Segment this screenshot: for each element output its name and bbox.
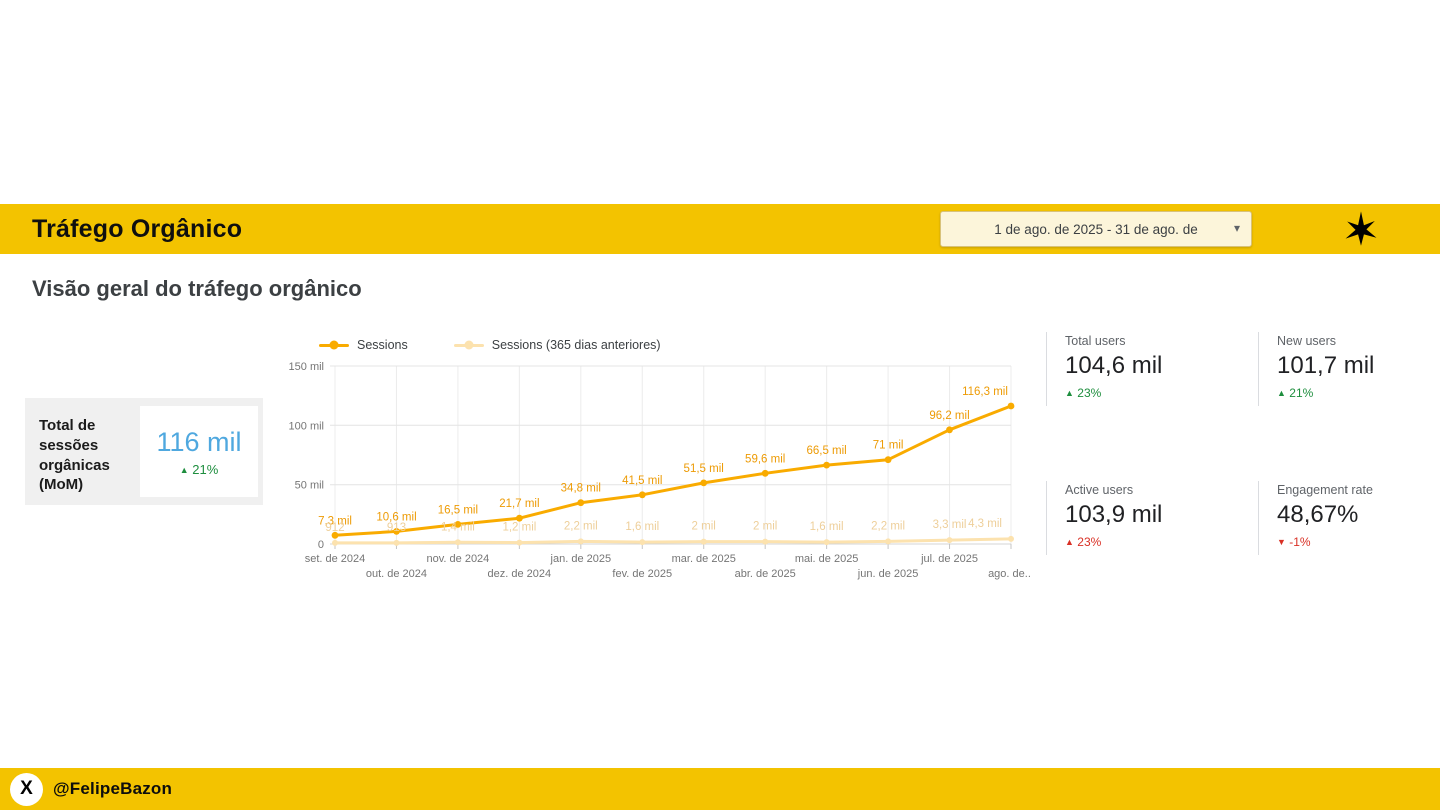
svg-text:21,7 mil: 21,7 mil [499, 498, 539, 510]
summary-card-value-box: 116 mil ▲ 21% [140, 406, 258, 497]
scorecard-delta: ▲ 21% [1277, 386, 1440, 400]
scorecard-delta: ▲ 23% [1065, 535, 1250, 549]
page-title: Visão geral do tráfego orgânico [32, 276, 362, 301]
scorecard-value: 48,67% [1277, 501, 1359, 528]
svg-text:66,5 mil: 66,5 mil [806, 445, 846, 457]
up-arrow-icon: ▲ [1277, 388, 1286, 398]
scorecard-delta-value: 21% [1289, 386, 1314, 400]
svg-text:100 mil: 100 mil [289, 420, 324, 432]
scorecard-delta-value: 23% [1077, 386, 1102, 400]
svg-text:150 mil: 150 mil [289, 361, 324, 373]
svg-text:set. de 2024: set. de 2024 [305, 553, 366, 565]
svg-text:96,2 mil: 96,2 mil [929, 410, 969, 422]
up-arrow-icon: ▲ [1065, 537, 1074, 547]
svg-text:912: 912 [325, 522, 344, 534]
svg-text:4,3 mil: 4,3 mil [968, 518, 1002, 530]
date-range-selector[interactable]: 1 de ago. de 2025 - 31 de ago. de ▾ [940, 211, 1252, 247]
svg-text:116,3 mil: 116,3 mil [962, 386, 1008, 398]
svg-text:0: 0 [318, 539, 324, 551]
footer-bar: X @FelipeBazon [0, 768, 1440, 810]
scorecard-delta-value: 23% [1077, 535, 1102, 549]
chart-legend: Sessions Sessions (365 dias anteriores) [319, 334, 1030, 356]
svg-text:jul. de 2025: jul. de 2025 [920, 553, 978, 565]
svg-text:16,5 mil: 16,5 mil [438, 504, 478, 516]
svg-text:59,6 mil: 59,6 mil [745, 453, 785, 465]
summary-card-delta-value: 21% [192, 461, 219, 477]
chevron-down-icon: ▾ [1233, 221, 1240, 235]
scorecard-delta: ▲ 23% [1065, 386, 1250, 400]
legend-item-sessions: Sessions [319, 338, 408, 352]
svg-text:10,6 mil: 10,6 mil [376, 511, 416, 523]
svg-text:3,3 mil: 3,3 mil [933, 519, 967, 531]
scorecard-label: Active users [1065, 483, 1134, 497]
svg-text:nov. de 2024: nov. de 2024 [427, 553, 490, 565]
scorecard-delta-value: -1% [1289, 535, 1311, 549]
svg-text:34,8 mil: 34,8 mil [561, 483, 601, 495]
scorecard-label: Total users [1065, 334, 1126, 348]
report-header-bar: Tráfego Orgânico 1 de ago. de 2025 - 31 … [0, 204, 1440, 254]
svg-text:41,5 mil: 41,5 mil [622, 475, 662, 487]
scorecard-active-users: Active users 103,9 mil ▲ 23% [1046, 481, 1250, 555]
svg-text:1,6 mil: 1,6 mil [810, 521, 844, 533]
scorecard-value: 103,9 mil [1065, 501, 1163, 528]
svg-text:2 mil: 2 mil [692, 521, 716, 533]
up-arrow-icon: ▲ [1065, 388, 1074, 398]
svg-text:dez. de 2024: dez. de 2024 [488, 568, 552, 580]
legend-label: Sessions [357, 338, 408, 352]
svg-text:50 mil: 50 mil [295, 480, 324, 492]
svg-text:2,2 mil: 2,2 mil [564, 520, 598, 532]
sessions-series-swatch-icon [319, 340, 349, 350]
author-handle: @FelipeBazon [53, 779, 173, 798]
svg-text:51,5 mil: 51,5 mil [684, 463, 724, 475]
date-range-label: 1 de ago. de 2025 - 31 de ago. de [994, 221, 1198, 237]
svg-text:1,2 mil: 1,2 mil [502, 522, 536, 534]
svg-text:1,6 mil: 1,6 mil [625, 521, 659, 533]
up-arrow-icon: ▲ [179, 464, 189, 475]
previous-series-swatch-icon [453, 340, 484, 350]
svg-text:mar. de 2025: mar. de 2025 [672, 553, 736, 565]
scorecard-delta: ▼ -1% [1277, 535, 1440, 549]
svg-text:jun. de 2025: jun. de 2025 [857, 568, 919, 580]
svg-text:abr. de 2025: abr. de 2025 [735, 568, 796, 580]
down-arrow-icon: ▼ [1277, 537, 1286, 547]
report-title: Tráfego Orgânico [32, 215, 243, 243]
svg-text:7,3 mil: 7,3 mil [318, 515, 352, 527]
svg-text:71 mil: 71 mil [873, 440, 904, 452]
starburst-logo [1345, 211, 1377, 246]
svg-text:jan. de 2025: jan. de 2025 [550, 553, 612, 565]
organic-sessions-summary-card: Total de sessões orgânicas (MoM) 116 mil… [25, 398, 263, 505]
svg-text:fev. de 2025: fev. de 2025 [612, 568, 672, 580]
svg-text:1,4 mil: 1,4 mil [441, 521, 475, 533]
x-logo-icon: X [10, 772, 43, 806]
summary-card-label: Total de sessões orgânicas (MoM) [39, 417, 110, 494]
scorecard-label: Engagement rate [1277, 483, 1373, 497]
svg-text:out. de 2024: out. de 2024 [366, 568, 427, 580]
svg-text:2 mil: 2 mil [753, 521, 777, 533]
summary-card-value: 116 mil [156, 426, 242, 457]
svg-text:913: 913 [387, 522, 406, 534]
svg-text:2,2 mil: 2,2 mil [871, 520, 905, 532]
scorecard-label: New users [1277, 334, 1337, 348]
scorecard-new-users: New users 101,7 mil ▲ 21% [1258, 332, 1440, 406]
scorecard-value: 104,6 mil [1065, 352, 1163, 379]
legend-label: Sessions (365 dias anteriores) [491, 338, 661, 352]
svg-text:ago. de...: ago. de... [988, 568, 1030, 580]
scorecard-value: 101,7 mil [1277, 352, 1375, 379]
sessions-time-series-chart: Sessions Sessions (365 dias anteriores) … [285, 334, 1030, 584]
scorecard-total-users: Total users 104,6 mil ▲ 23% [1046, 332, 1250, 406]
summary-card-delta: ▲ 21% [180, 462, 219, 477]
legend-item-sessions-previous: Sessions (365 dias anteriores) [453, 338, 661, 352]
scorecard-engagement-rate: Engagement rate 48,67% ▼ -1% [1258, 481, 1440, 555]
svg-text:mai. de 2025: mai. de 2025 [795, 553, 859, 565]
